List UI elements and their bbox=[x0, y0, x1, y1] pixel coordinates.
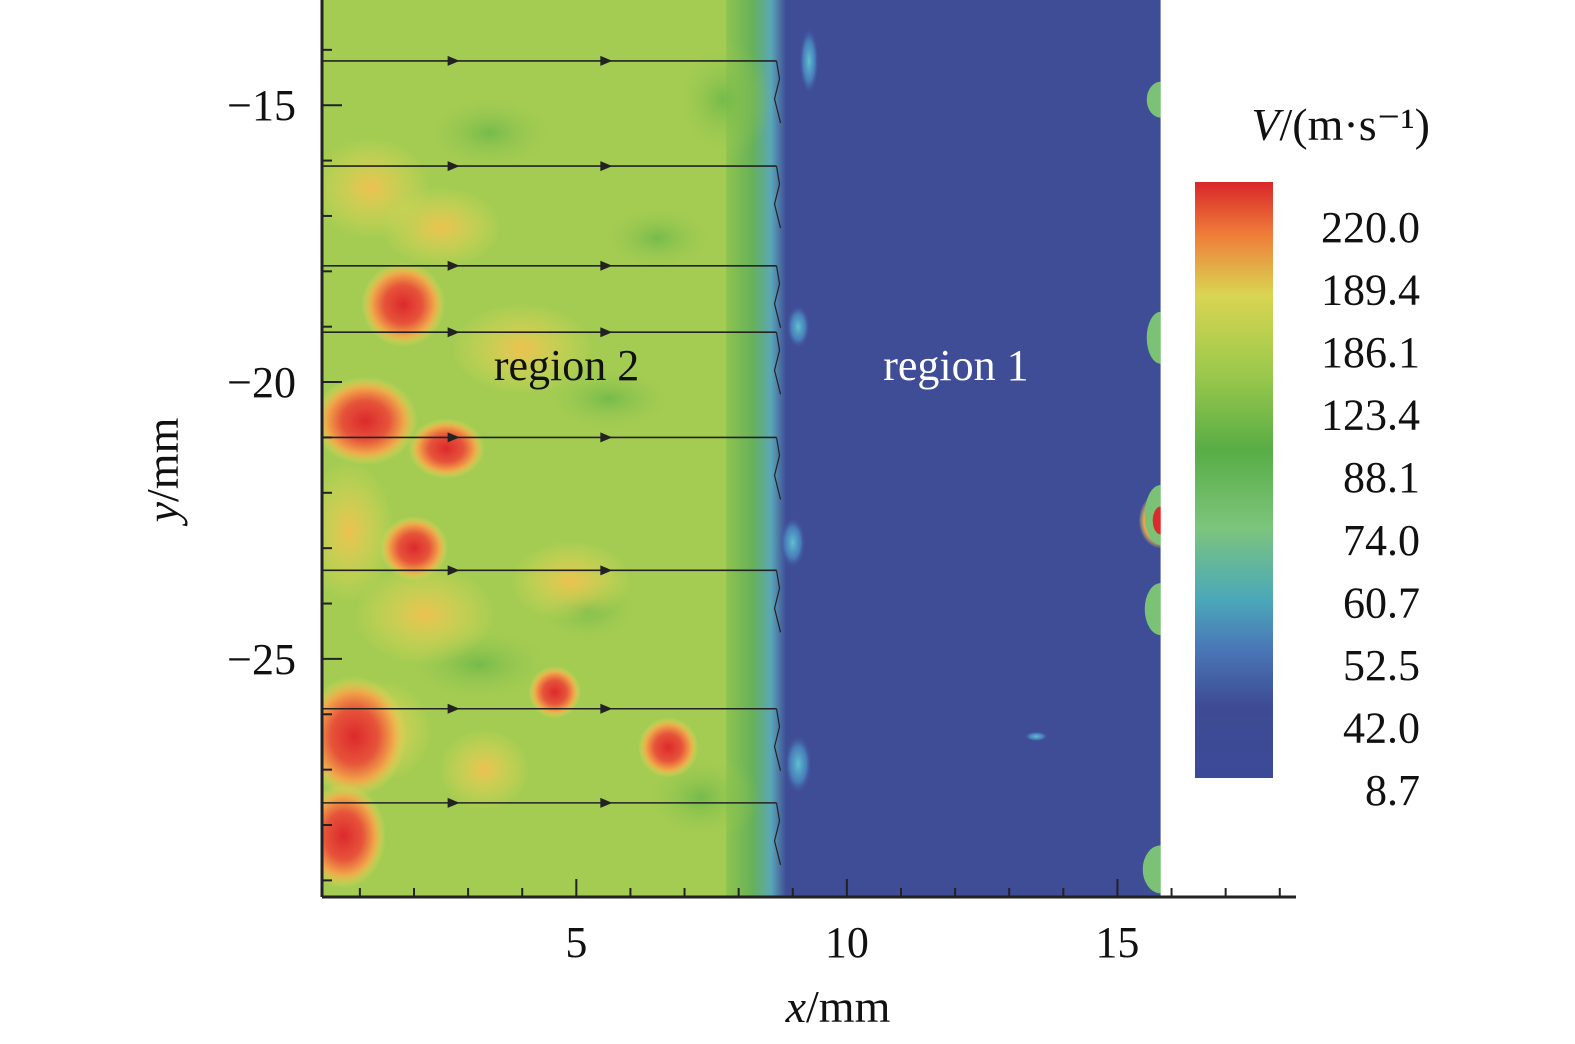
field-green-patch bbox=[419, 92, 560, 173]
hotspot bbox=[322, 784, 386, 889]
colorbar-title-unit: /(m·s⁻¹) bbox=[1280, 99, 1431, 150]
hotspot bbox=[379, 516, 448, 581]
outside-field bbox=[1160, 0, 1170, 897]
colorbar-title: V/(m·s⁻¹) bbox=[1251, 99, 1430, 150]
cool-spot bbox=[1024, 731, 1049, 742]
streamline-arrow bbox=[600, 797, 613, 808]
streamline-tail bbox=[773, 265, 782, 328]
field-warm-patch bbox=[354, 564, 495, 665]
colorbar: V/(m·s⁻¹) 220.0 189.4 186.1 123.4 88.1 74.0 60… bbox=[1195, 99, 1430, 815]
streamline-arrow bbox=[600, 432, 613, 443]
cool-spot bbox=[779, 516, 806, 569]
hotspot bbox=[528, 666, 581, 719]
x-axis-title-var: x bbox=[785, 981, 807, 1032]
colorbar-level-label: 186.1 bbox=[1321, 328, 1420, 377]
x-tick-label: 5 bbox=[565, 918, 587, 967]
cool-spot bbox=[799, 26, 819, 95]
colorbar-gradient bbox=[1195, 182, 1273, 778]
contour-field bbox=[322, 0, 1170, 897]
streamline-arrow bbox=[447, 260, 460, 271]
y-axis-title-var: y bbox=[137, 501, 188, 526]
streamline-arrow bbox=[600, 703, 613, 714]
streamline-tail bbox=[773, 802, 782, 866]
hotspot bbox=[361, 262, 446, 347]
cool-spot bbox=[786, 304, 811, 349]
streamline-arrow bbox=[447, 55, 460, 66]
colorbar-level-label: 60.7 bbox=[1343, 578, 1420, 627]
colorbar-title-var: V bbox=[1251, 99, 1284, 150]
region-1-label: region 1 bbox=[883, 341, 1028, 390]
streamline-arrow bbox=[447, 432, 460, 443]
streamline-arrow bbox=[447, 327, 460, 338]
streamlines bbox=[322, 55, 782, 866]
field-warm-patch bbox=[510, 541, 631, 622]
streamline-arrow bbox=[600, 565, 613, 576]
streamline-arrow bbox=[600, 327, 613, 338]
region-2-label: region 2 bbox=[494, 341, 639, 390]
streamline-tail bbox=[773, 437, 782, 500]
colorbar-level-label: 8.7 bbox=[1365, 766, 1420, 815]
streamline-tail bbox=[773, 60, 782, 124]
colorbar-level-label: 189.4 bbox=[1321, 266, 1420, 315]
field-green-patch bbox=[672, 39, 773, 160]
streamline-arrow bbox=[447, 797, 460, 808]
streamline-tail bbox=[773, 166, 782, 229]
hotspot bbox=[408, 418, 485, 479]
field-green-patch bbox=[538, 363, 679, 434]
field-warm-patch bbox=[322, 461, 395, 602]
hotspot bbox=[322, 376, 418, 465]
streamline-tail bbox=[773, 570, 782, 633]
streamline-arrow bbox=[600, 161, 613, 172]
cool-spot bbox=[784, 734, 813, 795]
colorbar-level-label: 88.1 bbox=[1343, 453, 1420, 502]
streamline-arrow bbox=[447, 161, 460, 172]
field-warm-patch bbox=[381, 187, 502, 268]
field-green-patch bbox=[597, 203, 718, 274]
colorbar-level-label: 123.4 bbox=[1321, 391, 1420, 440]
y-tick-label: −15 bbox=[227, 81, 296, 130]
field-warm-patch bbox=[452, 303, 593, 394]
y-tick-label: −20 bbox=[227, 358, 296, 407]
colorbar-labels: 220.0 189.4 186.1 123.4 88.1 74.0 60.7 52.5 42.0… bbox=[1321, 203, 1420, 815]
streamline-arrow bbox=[447, 703, 460, 714]
colorbar-level-label: 42.0 bbox=[1343, 703, 1420, 752]
x-axis-title: x/mm bbox=[785, 981, 891, 1032]
colorbar-level-label: 74.0 bbox=[1343, 516, 1420, 565]
colorbar-level-label: 220.0 bbox=[1321, 203, 1420, 252]
streamline-tail bbox=[773, 332, 782, 395]
hotspot bbox=[638, 717, 699, 778]
hotspot bbox=[322, 676, 407, 797]
y-axis-title: y/mm bbox=[137, 417, 188, 526]
region-1-fill bbox=[771, 0, 1161, 897]
streamline-arrow bbox=[600, 55, 613, 66]
x-tick-label: 10 bbox=[825, 918, 869, 967]
streamline-tail bbox=[773, 708, 782, 771]
axes: 5 10 15 −15 −20 −25 bbox=[227, 0, 1296, 967]
field-warm-patch bbox=[439, 729, 530, 810]
y-axis-title-unit: /mm bbox=[137, 417, 188, 502]
x-axis-title-unit: /mm bbox=[806, 981, 891, 1032]
colorbar-level-label: 52.5 bbox=[1343, 641, 1420, 690]
x-tick-label: 15 bbox=[1095, 918, 1139, 967]
streamline-arrow bbox=[600, 260, 613, 271]
y-tick-label: −25 bbox=[227, 635, 296, 684]
streamline-arrow bbox=[447, 565, 460, 576]
